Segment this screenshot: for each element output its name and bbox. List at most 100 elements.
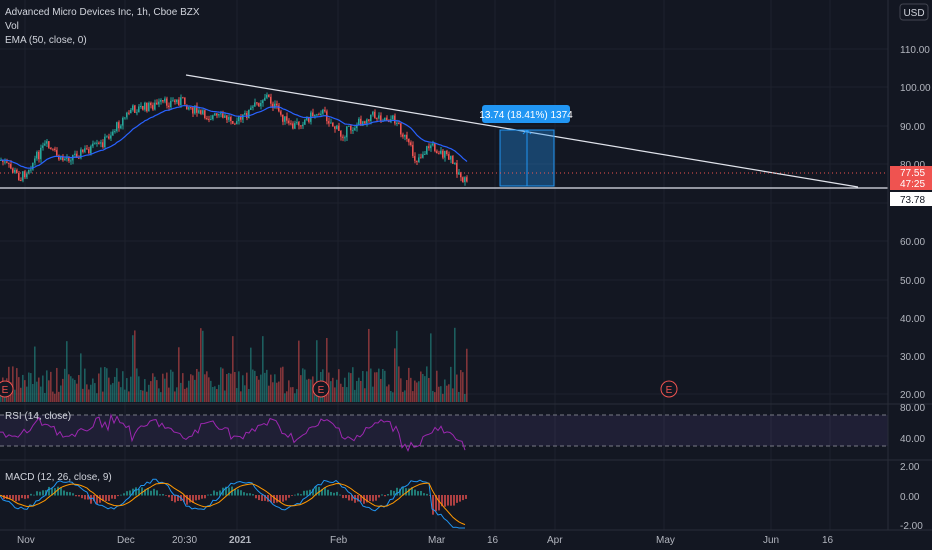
- currency-button[interactable]: USD: [900, 4, 928, 20]
- candle-body: [134, 105, 136, 112]
- candle-body: [422, 154, 424, 157]
- candle-body: [86, 148, 88, 149]
- macd-histogram-bar: [345, 495, 347, 498]
- macd-histogram-bar: [390, 490, 392, 495]
- candle-body: [206, 118, 208, 119]
- candle-body: [328, 121, 330, 123]
- candle-body: [292, 123, 294, 128]
- candle-body: [312, 112, 314, 116]
- macd-tick: -2.00: [900, 521, 923, 532]
- candle-body: [250, 108, 252, 110]
- volume-bar: [210, 381, 212, 402]
- volume-bar: [454, 328, 456, 402]
- macd-histogram-bar: [117, 495, 119, 496]
- macd-histogram-bar: [282, 495, 284, 502]
- candle-body: [346, 126, 348, 137]
- candle-body: [14, 170, 16, 173]
- volume-bar: [54, 394, 56, 402]
- vol-label: Vol: [5, 21, 19, 32]
- macd-histogram-bar: [393, 491, 395, 496]
- macd-histogram-bar: [60, 488, 62, 496]
- candle-body: [122, 118, 124, 126]
- volume-bar: [384, 371, 386, 402]
- macd-histogram-bar: [243, 492, 245, 495]
- volume-bar: [72, 378, 74, 402]
- volume-bar: [294, 393, 296, 402]
- volume-bar: [218, 385, 220, 402]
- volume-bar: [76, 384, 78, 402]
- candle-body: [236, 121, 238, 124]
- candle-body: [268, 95, 270, 97]
- price-tick: 30.00: [900, 352, 925, 363]
- time-tick: Feb: [330, 535, 348, 546]
- macd-histogram-bar: [300, 494, 302, 495]
- macd-histogram-bar: [210, 494, 212, 495]
- volume-bar: [226, 374, 228, 402]
- svg-text:E: E: [318, 385, 325, 396]
- candle-body: [330, 123, 332, 124]
- volume-bar: [66, 341, 68, 402]
- volume-bar: [300, 375, 302, 402]
- candle-body: [316, 114, 318, 115]
- macd-histogram-bar: [123, 493, 125, 495]
- candle-body: [178, 100, 180, 106]
- volume-bar: [268, 386, 270, 402]
- candle-body: [408, 139, 410, 142]
- candle-body: [130, 110, 132, 113]
- volume-bar: [140, 390, 142, 402]
- volume-bar: [460, 370, 462, 402]
- volume-bar: [40, 387, 42, 402]
- event-marker-1[interactable]: E: [0, 381, 13, 397]
- candle-body: [10, 164, 12, 168]
- event-marker-3[interactable]: E: [661, 381, 677, 397]
- volume-bar: [306, 380, 308, 402]
- volume-bar: [174, 391, 176, 402]
- volume-bar: [428, 378, 430, 402]
- volume-bar: [216, 389, 218, 402]
- candle-body: [54, 149, 56, 150]
- candle-body: [462, 177, 464, 182]
- candle-body: [366, 119, 368, 123]
- volume-bar: [110, 385, 112, 402]
- event-marker-2[interactable]: E: [313, 381, 329, 397]
- candle-body: [16, 170, 18, 173]
- volume-bar: [80, 353, 82, 402]
- volume-bar: [420, 372, 422, 402]
- volume-bar: [108, 378, 110, 402]
- volume-bar: [246, 373, 248, 402]
- volume-bar: [452, 388, 454, 402]
- candle-body: [94, 143, 96, 144]
- macd-histogram-bar: [459, 495, 461, 502]
- volume-bar: [376, 372, 378, 402]
- volume-bar: [336, 380, 338, 402]
- candle-body: [434, 143, 436, 151]
- volume-bar: [126, 378, 128, 402]
- macd-histogram-bar: [27, 495, 29, 498]
- macd-histogram-bar: [288, 495, 290, 498]
- price-tick: 20.00: [900, 390, 925, 401]
- volume-bar: [308, 379, 310, 402]
- candle-body: [216, 113, 218, 115]
- time-tick: 16: [822, 535, 834, 546]
- volume-bar: [440, 386, 442, 402]
- macd-histogram-bar: [258, 495, 260, 500]
- candle-body: [304, 120, 306, 125]
- volume-bar: [154, 377, 156, 402]
- candle-body: [364, 121, 366, 123]
- volume-bar: [266, 370, 268, 402]
- volume-bar: [192, 375, 194, 402]
- volume-bar: [416, 382, 418, 402]
- volume-bar: [398, 366, 400, 402]
- candle-body: [158, 102, 160, 105]
- macd-histogram-bar: [120, 495, 122, 496]
- measure-tool[interactable]: 13.74 (18.41%) 1374: [479, 105, 573, 186]
- candle-body: [396, 123, 398, 124]
- candle-body: [224, 115, 226, 117]
- candle-body: [162, 100, 164, 101]
- candle-body: [210, 119, 212, 120]
- candle-body: [106, 137, 108, 138]
- candle-body: [386, 118, 388, 121]
- volume-bar: [260, 375, 262, 402]
- macd-tick: 0.00: [900, 492, 920, 503]
